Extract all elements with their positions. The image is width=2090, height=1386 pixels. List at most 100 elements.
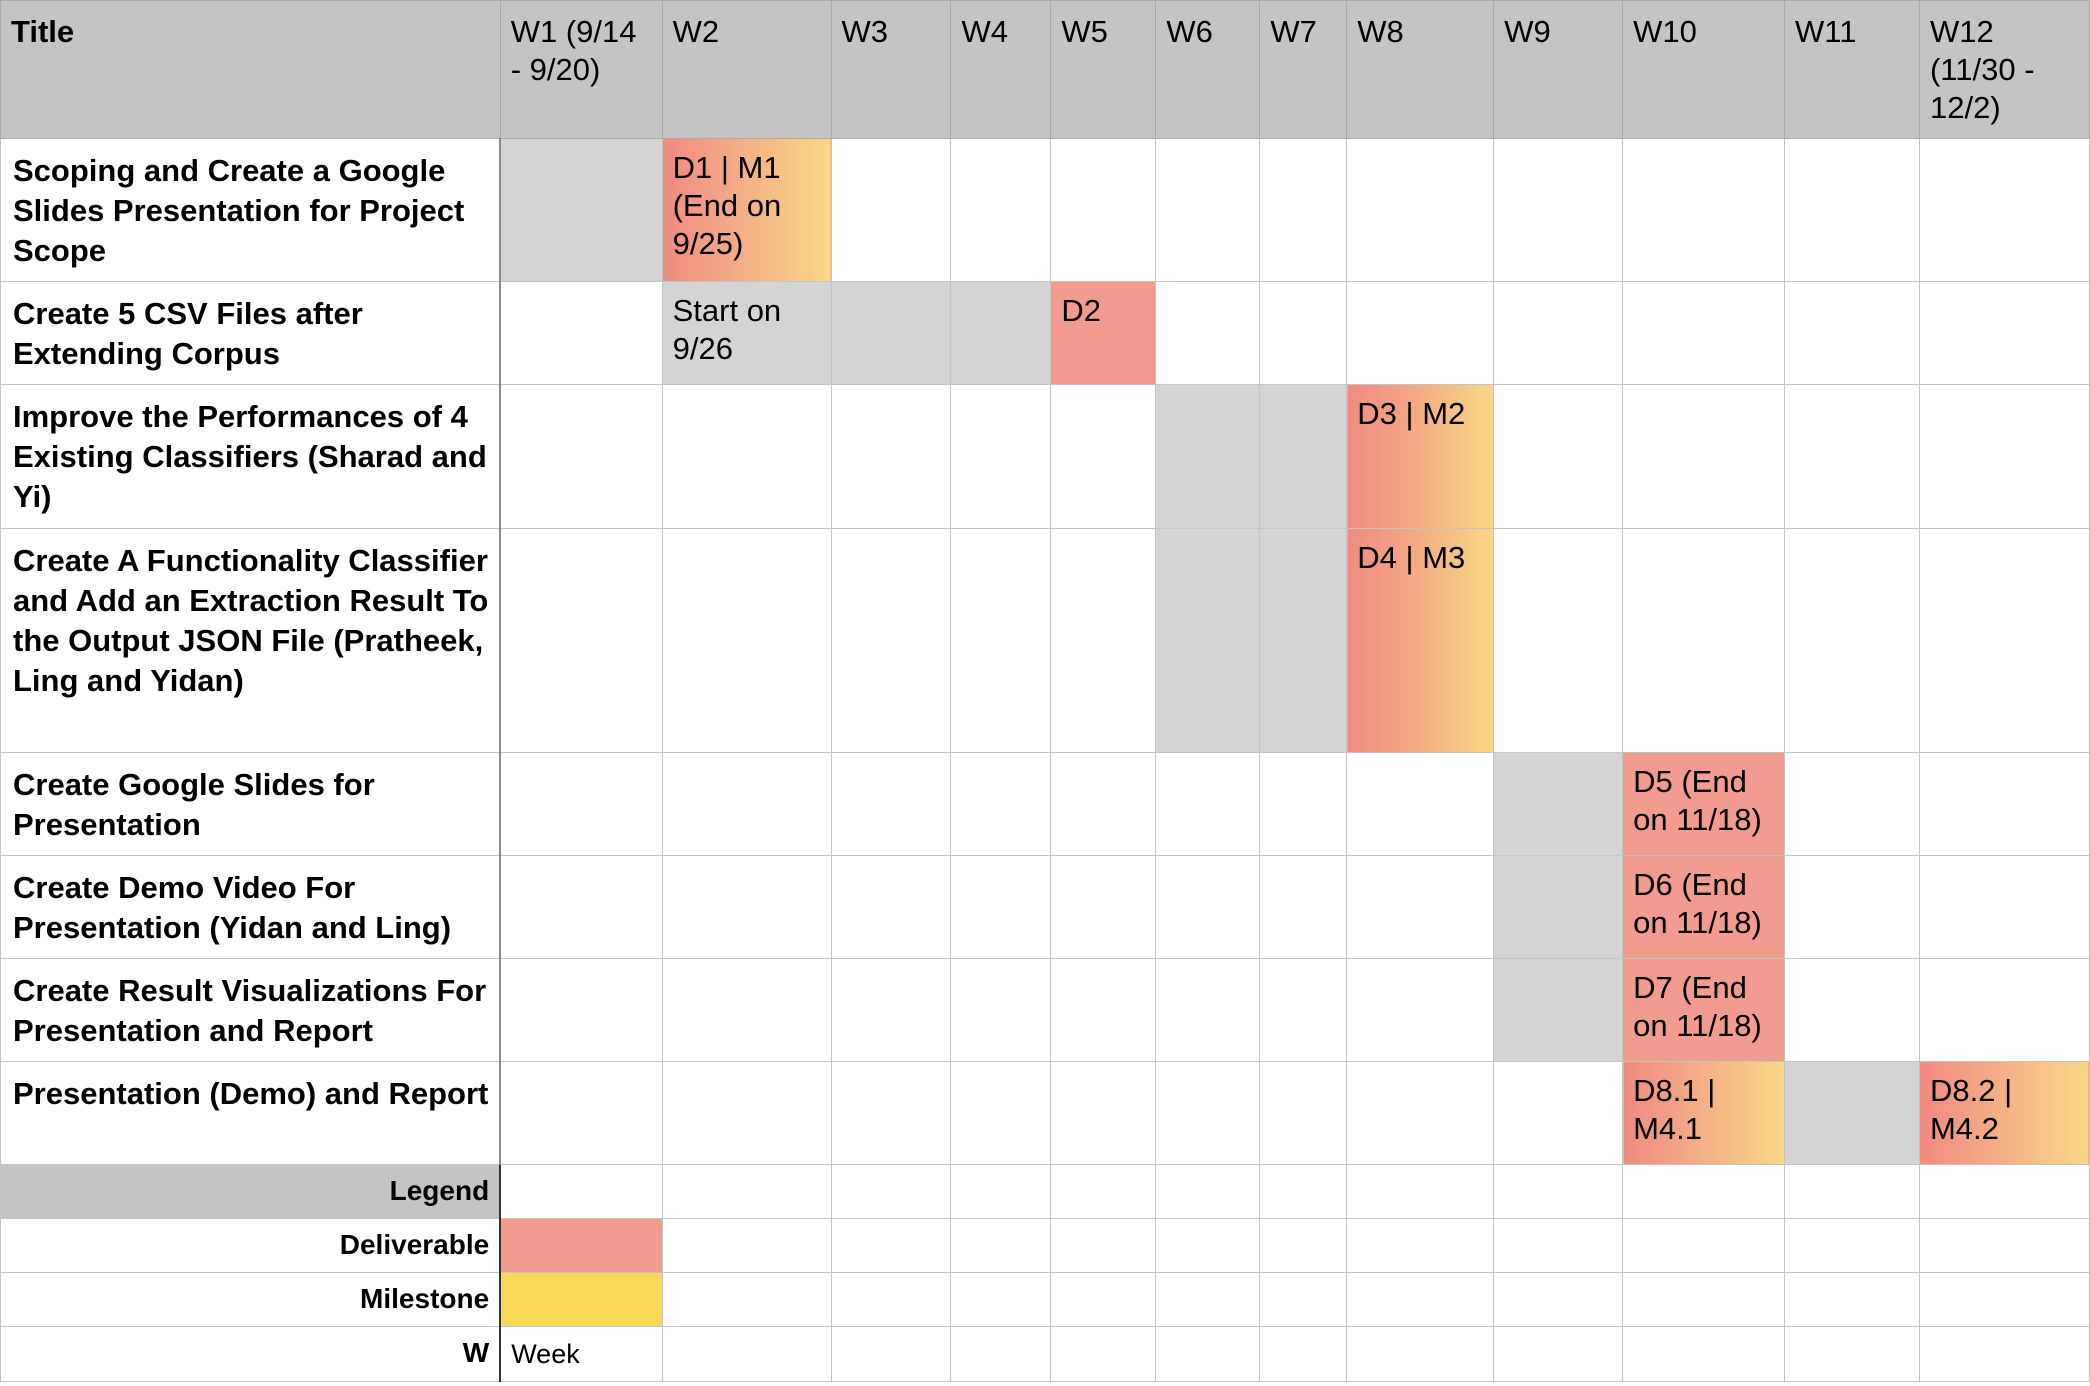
- task-title-cell[interactable]: Create 5 CSV Files after Extending Corpu…: [0, 281, 502, 385]
- empty-cell[interactable]: [1784, 1272, 1920, 1327]
- schedule-cell[interactable]: [1918, 384, 2090, 529]
- schedule-cell-active[interactable]: [499, 138, 663, 282]
- schedule-cell[interactable]: [1493, 281, 1624, 385]
- deliverable-cell[interactable]: D2: [1050, 281, 1157, 385]
- deliverable-cell[interactable]: D7 (End on 11/18): [1622, 958, 1786, 1062]
- empty-cell[interactable]: [950, 1272, 1052, 1327]
- legend-milestone-label[interactable]: Milestone: [0, 1272, 502, 1327]
- schedule-cell[interactable]: [661, 528, 832, 753]
- schedule-cell[interactable]: [1155, 855, 1261, 959]
- empty-cell[interactable]: [1918, 1218, 2090, 1273]
- empty-cell[interactable]: [661, 1164, 832, 1219]
- header-week-cell[interactable]: W3: [830, 0, 952, 139]
- deliverable-milestone-cell[interactable]: D3 | M2: [1346, 384, 1495, 529]
- empty-cell[interactable]: [830, 1218, 952, 1273]
- header-week-cell[interactable]: W1 (9/14 - 9/20): [499, 0, 663, 139]
- schedule-cell[interactable]: [661, 855, 832, 959]
- schedule-cell[interactable]: [1622, 384, 1786, 529]
- schedule-cell[interactable]: [950, 752, 1052, 856]
- schedule-cell[interactable]: [1259, 281, 1348, 385]
- legend-week-key[interactable]: W: [0, 1326, 502, 1382]
- schedule-cell-active[interactable]: Start on 9/26: [661, 281, 832, 385]
- empty-cell[interactable]: [1346, 1218, 1495, 1273]
- empty-cell[interactable]: [1155, 1218, 1261, 1273]
- schedule-cell[interactable]: [499, 384, 663, 529]
- schedule-cell[interactable]: [1784, 281, 1920, 385]
- empty-cell[interactable]: [661, 1272, 832, 1327]
- task-title-cell[interactable]: Create Result Visualizations For Present…: [0, 958, 502, 1062]
- header-week-cell[interactable]: W10: [1622, 0, 1786, 139]
- schedule-cell[interactable]: [950, 138, 1052, 282]
- schedule-cell[interactable]: [1784, 752, 1920, 856]
- legend-title[interactable]: Legend: [0, 1164, 502, 1219]
- empty-cell[interactable]: [1259, 1164, 1348, 1219]
- empty-cell[interactable]: [1346, 1272, 1495, 1327]
- empty-cell[interactable]: [1259, 1272, 1348, 1327]
- header-week-cell[interactable]: W4: [950, 0, 1052, 139]
- legend-week-value[interactable]: Week: [499, 1326, 663, 1382]
- schedule-cell[interactable]: [950, 528, 1052, 753]
- header-title-cell[interactable]: Title: [0, 0, 501, 139]
- deliverable-milestone-cell[interactable]: D4 | M3: [1346, 528, 1495, 753]
- schedule-cell[interactable]: [950, 384, 1052, 529]
- header-week-cell[interactable]: W2: [661, 0, 832, 139]
- schedule-cell-active[interactable]: [830, 281, 952, 385]
- header-week-cell[interactable]: W6: [1155, 0, 1261, 139]
- deliverable-milestone-cell[interactable]: D8.1 | M4.1: [1622, 1061, 1786, 1165]
- schedule-cell[interactable]: [830, 138, 952, 282]
- schedule-cell[interactable]: [499, 855, 663, 959]
- schedule-cell[interactable]: [1918, 958, 2090, 1062]
- schedule-cell[interactable]: [1918, 855, 2090, 959]
- schedule-cell-active[interactable]: [1155, 528, 1261, 753]
- schedule-cell[interactable]: [1259, 138, 1348, 282]
- empty-cell[interactable]: [1784, 1326, 1920, 1382]
- header-week-cell[interactable]: W11: [1784, 0, 1920, 139]
- empty-cell[interactable]: [1155, 1164, 1261, 1219]
- schedule-cell[interactable]: [1493, 138, 1624, 282]
- legend-milestone-swatch[interactable]: [499, 1272, 663, 1327]
- empty-cell[interactable]: [1493, 1164, 1624, 1219]
- empty-cell[interactable]: [950, 1218, 1052, 1273]
- deliverable-cell[interactable]: D5 (End on 11/18): [1622, 752, 1786, 856]
- schedule-cell[interactable]: [1259, 855, 1348, 959]
- task-title-cell[interactable]: Create Google Slides for Presentation: [0, 752, 502, 856]
- empty-cell[interactable]: [1050, 1164, 1157, 1219]
- empty-cell[interactable]: [1155, 1272, 1261, 1327]
- schedule-cell[interactable]: [830, 1061, 952, 1165]
- empty-cell[interactable]: [1493, 1326, 1624, 1382]
- empty-cell[interactable]: [830, 1326, 952, 1382]
- empty-cell[interactable]: [830, 1272, 952, 1327]
- schedule-cell[interactable]: [950, 855, 1052, 959]
- empty-cell[interactable]: [1918, 1164, 2090, 1219]
- schedule-cell[interactable]: [1346, 752, 1495, 856]
- schedule-cell[interactable]: [1050, 528, 1157, 753]
- schedule-cell[interactable]: [661, 752, 832, 856]
- schedule-cell[interactable]: [1050, 958, 1157, 1062]
- schedule-cell[interactable]: [1784, 528, 1920, 753]
- schedule-cell[interactable]: [499, 528, 663, 753]
- schedule-cell[interactable]: [1493, 528, 1624, 753]
- schedule-cell[interactable]: [1155, 281, 1261, 385]
- task-title-cell[interactable]: Create A Functionality Classifier and Ad…: [0, 528, 502, 753]
- schedule-cell[interactable]: [499, 281, 663, 385]
- empty-cell[interactable]: [1784, 1164, 1920, 1219]
- schedule-cell[interactable]: [830, 958, 952, 1062]
- task-title-cell[interactable]: Presentation (Demo) and Report: [0, 1061, 502, 1165]
- empty-cell[interactable]: [1622, 1164, 1786, 1219]
- schedule-cell[interactable]: [1155, 752, 1261, 856]
- empty-cell[interactable]: [1918, 1326, 2090, 1382]
- schedule-cell[interactable]: [661, 384, 832, 529]
- legend-deliverable-swatch[interactable]: [499, 1218, 663, 1273]
- schedule-cell[interactable]: [830, 528, 952, 753]
- schedule-cell[interactable]: [950, 1061, 1052, 1165]
- schedule-cell[interactable]: [1622, 528, 1786, 753]
- empty-cell[interactable]: [1050, 1326, 1157, 1382]
- header-week-cell[interactable]: W8: [1346, 0, 1495, 139]
- schedule-cell[interactable]: [1050, 384, 1157, 529]
- schedule-cell[interactable]: [1155, 138, 1261, 282]
- schedule-cell[interactable]: [1050, 1061, 1157, 1165]
- schedule-cell[interactable]: [950, 958, 1052, 1062]
- schedule-cell[interactable]: [1155, 1061, 1261, 1165]
- schedule-cell[interactable]: [1622, 281, 1786, 385]
- empty-cell[interactable]: [1622, 1218, 1786, 1273]
